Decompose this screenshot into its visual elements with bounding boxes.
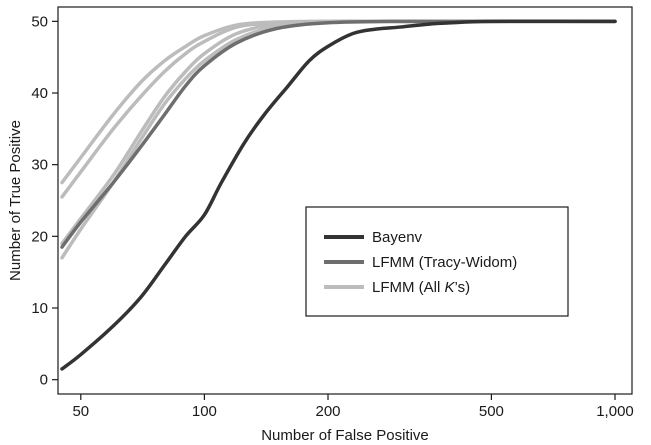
series-line-lfmm-tracy-widom <box>60 19 617 249</box>
x-axis-title: Number of False Positive <box>261 427 429 444</box>
y-axis-title: Number of True Positive <box>7 120 24 281</box>
x-tick-label: 200 <box>315 403 340 420</box>
series-line-bayenv <box>60 19 617 371</box>
legend-label: LFMM (All K’s) <box>372 279 470 296</box>
y-axis-ticks: 0 10 20 30 40 50 <box>31 13 58 389</box>
y-tick-label: 10 <box>31 300 48 317</box>
y-tick-label: 0 <box>40 372 48 389</box>
x-axis-ticks: 50 100 200 500 1,000 <box>72 394 634 420</box>
y-tick-label: 50 <box>31 13 48 30</box>
legend-label: Bayenv <box>372 229 423 246</box>
legend: Bayenv LFMM (Tracy-Widom) LFMM (All K’s) <box>305 206 569 317</box>
series-line-lfmm-all-k-s <box>60 19 617 199</box>
legend-label: LFMM (Tracy-Widom) <box>372 254 517 271</box>
x-tick-label: 100 <box>192 403 217 420</box>
y-tick-label: 20 <box>31 228 48 245</box>
x-tick-label: 1,000 <box>596 403 634 420</box>
series-lines <box>60 19 617 371</box>
x-tick-label: 50 <box>72 403 89 420</box>
y-tick-label: 30 <box>31 157 48 174</box>
x-tick-label: 500 <box>479 403 504 420</box>
series-line-lfmm-all-k-s <box>60 19 617 185</box>
plot-frame <box>57 6 633 395</box>
plot-border <box>57 6 633 395</box>
y-tick-label: 40 <box>31 85 48 102</box>
